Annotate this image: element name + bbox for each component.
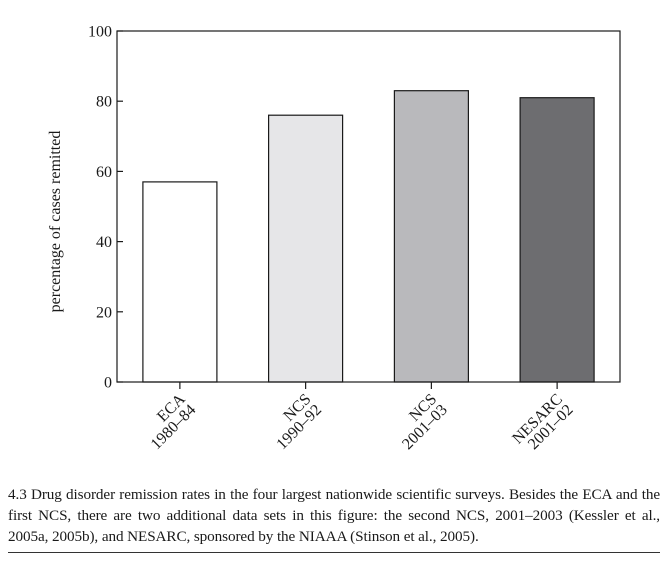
- y-tick-label-40: 40: [96, 234, 112, 251]
- caption-divider: [8, 552, 660, 553]
- y-tick-label-20: 20: [96, 304, 112, 321]
- bar-4: [519, 97, 595, 383]
- plot-frame: [116, 30, 621, 383]
- figure-caption: 4.3 Drug disorder remission rates in the…: [8, 486, 660, 545]
- bar-3: [393, 90, 469, 383]
- y-tick-label-60: 60: [96, 164, 112, 181]
- y-axis-label: percentage of cases remitted: [47, 131, 64, 313]
- y-tick-label-0: 0: [104, 375, 112, 392]
- bar-1: [142, 181, 218, 383]
- y-axis-ticks: 0 20 40 60 80 100: [88, 24, 123, 392]
- y-tick-label-80: 80: [96, 94, 112, 111]
- y-tick-label-100: 100: [88, 24, 112, 41]
- bars: [142, 90, 595, 383]
- bar-2: [268, 114, 344, 383]
